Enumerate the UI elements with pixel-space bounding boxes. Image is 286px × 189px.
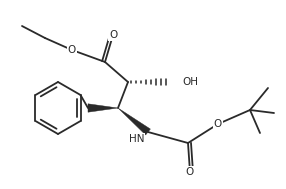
Text: HN: HN [128, 134, 144, 144]
Text: OH: OH [182, 77, 198, 87]
Polygon shape [88, 104, 118, 112]
Text: O: O [186, 167, 194, 177]
Polygon shape [118, 108, 150, 135]
Text: O: O [109, 30, 117, 40]
Text: O: O [68, 45, 76, 55]
Text: O: O [214, 119, 222, 129]
